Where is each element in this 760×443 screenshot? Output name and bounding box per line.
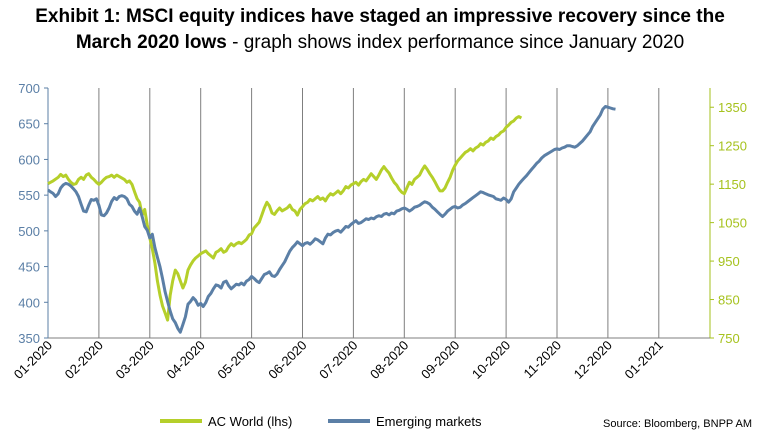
x-axis-tick-label: 03-2020 (113, 338, 157, 382)
legend-label-ac-world: AC World (lhs) (208, 414, 292, 429)
right-axis-tick-label: 850 (718, 293, 740, 308)
x-axis-tick-label: 12-2020 (571, 338, 615, 382)
left-axis-tick-label: 500 (18, 224, 40, 239)
right-axis-tick-label: 1050 (718, 216, 747, 231)
x-axis-tick-label: 04-2020 (163, 338, 207, 382)
left-axis-tick-label: 650 (18, 117, 40, 132)
title-bold-line-2: March 2020 lows (75, 32, 227, 53)
x-axis-tick-label: 06-2020 (265, 338, 309, 382)
right-axis-tick-label: 1150 (718, 177, 746, 192)
chart-title: Exhibit 1: MSCI equity indices have stag… (0, 4, 760, 56)
x-axis-tick-label: 11-2020 (520, 338, 564, 382)
x-axis-tick-label: 09-2020 (418, 338, 462, 382)
right-axis-tick-label: 1250 (718, 139, 747, 154)
x-axis-tick-label: 01-2021 (622, 338, 666, 382)
title-bold-line-1: Exhibit 1: MSCI equity indices have stag… (35, 6, 725, 27)
right-axis-tick-label: 1350 (718, 100, 747, 115)
left-axis-tick-label: 600 (18, 152, 40, 167)
source-note: Source: Bloomberg, BNPP AM (603, 418, 752, 430)
right-axis-tick-label: 950 (718, 254, 740, 269)
x-axis-tick-label: 05-2020 (214, 338, 258, 382)
right-axis-tick-label: 750 (718, 331, 740, 346)
x-axis-tick-label: 08-2020 (367, 338, 411, 382)
title-rest: - graph shows index performance since Ja… (226, 32, 685, 53)
x-axis-tick-label: 10-2020 (469, 338, 513, 382)
x-axis-tick-label: 07-2020 (316, 338, 360, 382)
left-axis-tick-label: 400 (18, 295, 40, 310)
left-axis-tick-label: 450 (18, 260, 40, 275)
series-line-ac-world (47, 115, 523, 322)
left-axis-tick-label: 350 (18, 331, 40, 346)
left-axis-tick-label: 550 (18, 188, 40, 203)
legend-label-emerging-markets: Emerging markets (376, 414, 482, 429)
series-line-emerging-markets (47, 105, 616, 334)
x-axis-tick-label: 02-2020 (62, 338, 106, 382)
left-axis-tick-label: 700 (18, 81, 40, 96)
